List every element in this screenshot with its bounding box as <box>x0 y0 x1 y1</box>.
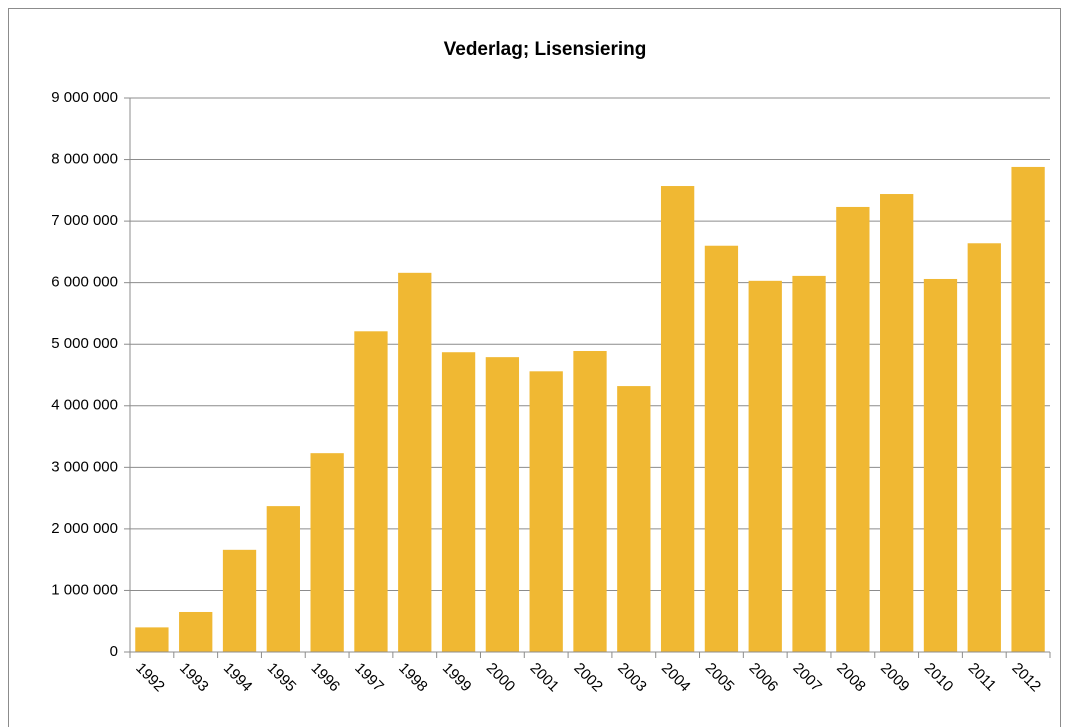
bar <box>485 357 520 652</box>
x-tick-label: 2001 <box>527 660 563 696</box>
bar <box>573 350 607 652</box>
bar <box>135 627 169 652</box>
bar <box>398 272 432 652</box>
x-tick-label: 1994 <box>220 660 256 696</box>
bar <box>704 245 739 652</box>
x-tick-label: 2010 <box>921 660 957 696</box>
x-tick-label: 2009 <box>877 660 913 696</box>
x-tick-label: 2000 <box>483 660 519 696</box>
x-tick-label: 1992 <box>132 660 168 696</box>
bar <box>660 186 695 652</box>
chart-title: Vederlag; Lisensiering <box>444 39 647 60</box>
bar <box>617 386 651 652</box>
y-tick-label: 0 <box>110 643 118 660</box>
y-tick-label: 5 000 000 <box>51 335 118 352</box>
bar <box>179 611 213 652</box>
x-tick-label: 2011 <box>965 660 1000 695</box>
x-tick-label: 1997 <box>351 660 387 696</box>
x-tick-label: 2007 <box>789 660 825 696</box>
bar <box>967 243 1001 652</box>
bar <box>354 331 388 652</box>
y-tick-label: 6 000 000 <box>51 274 118 291</box>
y-tick-label: 9 000 000 <box>51 89 118 106</box>
x-tick-label: 1998 <box>395 660 431 696</box>
bar <box>792 275 826 652</box>
bar <box>310 453 344 652</box>
bar <box>880 194 914 652</box>
x-tick-label: 1996 <box>308 660 344 696</box>
y-tick-label: 4 000 000 <box>51 397 118 414</box>
x-tick-label: 2003 <box>614 660 650 696</box>
y-tick-label: 3 000 000 <box>51 458 118 475</box>
x-tick-label: 2006 <box>746 660 782 696</box>
bar <box>441 352 476 652</box>
x-tick-label: 2012 <box>1008 660 1044 696</box>
bar <box>266 506 300 652</box>
x-tick-label: 2005 <box>702 660 738 696</box>
y-tick-label: 7 000 000 <box>51 212 118 229</box>
bar <box>222 549 257 652</box>
bar <box>529 371 563 652</box>
x-tick-label: 2002 <box>570 660 606 696</box>
y-tick-label: 1 000 000 <box>51 581 118 598</box>
chart-frame <box>8 8 1061 727</box>
y-tick-label: 8 000 000 <box>51 151 118 168</box>
y-tick-label: 2 000 000 <box>51 520 118 537</box>
x-tick-label: 1999 <box>439 660 475 696</box>
x-tick-label: 2004 <box>658 660 694 696</box>
x-tick-label: 1995 <box>264 660 300 696</box>
bar <box>923 278 958 652</box>
x-tick-label: 2008 <box>833 660 869 696</box>
bar <box>836 206 870 652</box>
bar <box>1011 166 1045 653</box>
bar <box>748 280 782 652</box>
x-tick-label: 1993 <box>176 660 212 696</box>
